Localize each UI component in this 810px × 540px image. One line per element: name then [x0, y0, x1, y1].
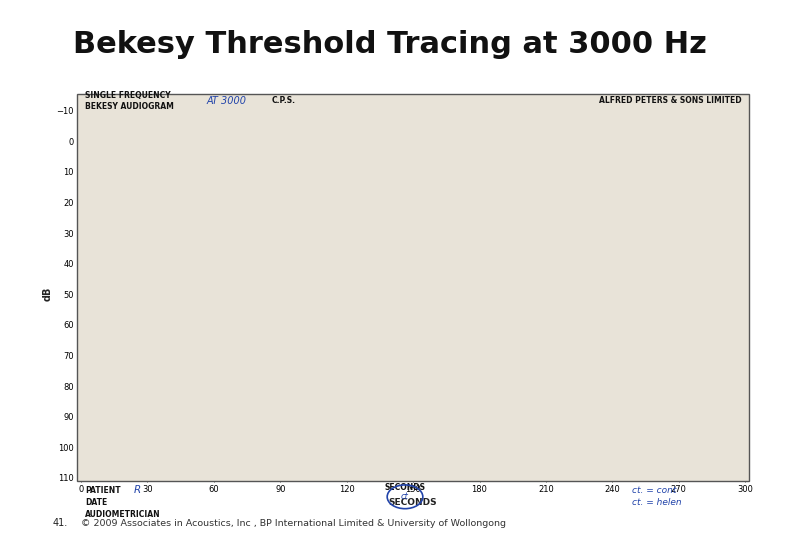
Text: SECONDS: SECONDS — [389, 498, 437, 507]
Text: AT 3000: AT 3000 — [207, 96, 246, 106]
Text: C.P.S.: C.P.S. — [271, 97, 296, 105]
Text: DATE: DATE — [85, 498, 107, 508]
Text: PATIENT: PATIENT — [85, 486, 121, 495]
Text: R: R — [134, 485, 141, 496]
Text: 41.: 41. — [53, 518, 68, 528]
Text: ct. = cont: ct. = cont — [632, 486, 676, 495]
Text: ct. = helen: ct. = helen — [632, 498, 681, 508]
Text: AUDIOMETRICIAN: AUDIOMETRICIAN — [85, 510, 160, 519]
Text: ALFRED PETERS & SONS LIMITED: ALFRED PETERS & SONS LIMITED — [599, 97, 741, 105]
Text: SECONDS: SECONDS — [385, 483, 425, 492]
Text: SINGLE FREQUENCY
BEKESY AUDIOGRAM: SINGLE FREQUENCY BEKESY AUDIOGRAM — [85, 91, 174, 111]
Text: ct: ct — [401, 492, 409, 501]
Text: Bekesy Threshold Tracing at 3000 Hz: Bekesy Threshold Tracing at 3000 Hz — [73, 30, 707, 59]
Text: © 2009 Associates in Acoustics, Inc , BP International Limited & University of W: © 2009 Associates in Acoustics, Inc , BP… — [81, 519, 506, 528]
Y-axis label: dB: dB — [42, 287, 53, 301]
